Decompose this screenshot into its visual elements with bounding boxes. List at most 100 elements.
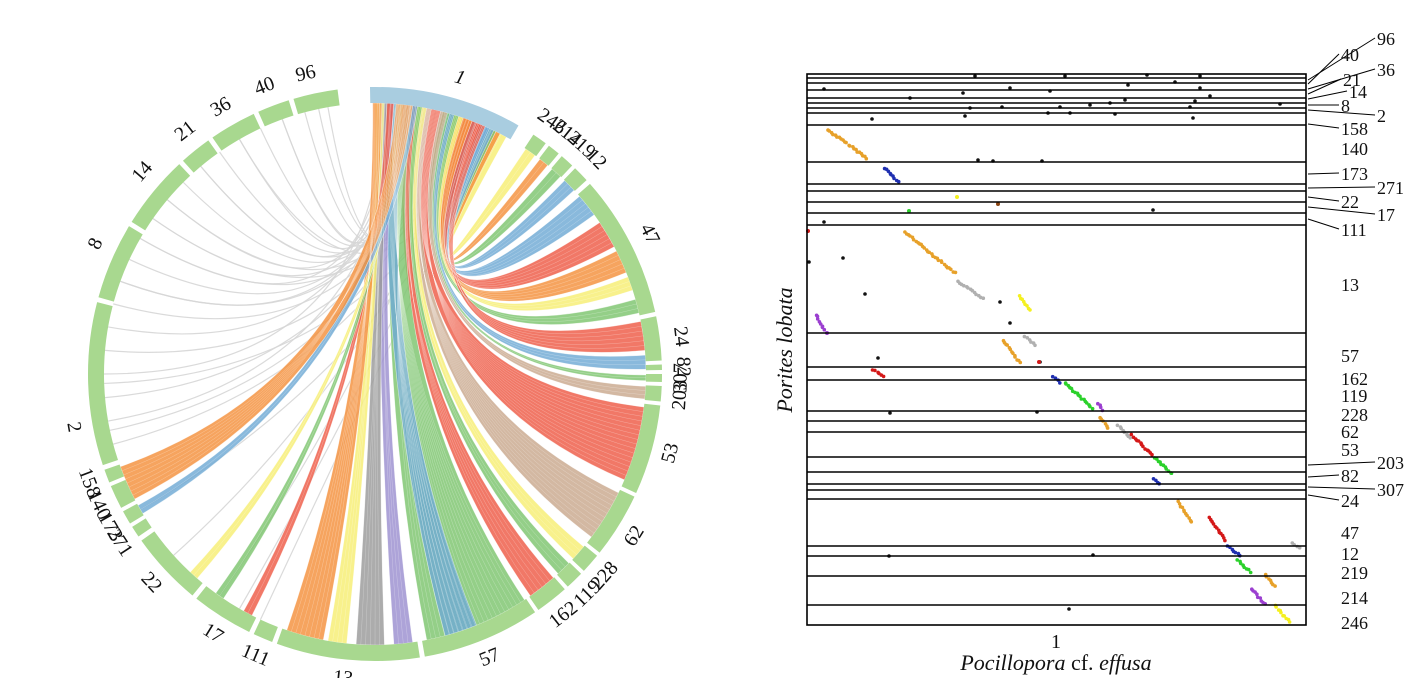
circos-label-24: 24	[669, 325, 693, 348]
circos-ribbon-stripe	[434, 113, 646, 366]
circos-ribbon-stripe	[394, 104, 450, 635]
circos-label-17: 17	[199, 619, 228, 648]
circos-ribbon-stripe	[397, 105, 441, 638]
dot-label-24: 24	[1341, 491, 1359, 511]
circos-ribbon-stripe	[421, 108, 640, 436]
scatter-dot	[973, 74, 977, 78]
circos-ribbon-stripe	[396, 104, 485, 623]
circos-ribbon-stripe	[384, 103, 399, 644]
synteny-dot	[1235, 558, 1239, 562]
synteny-dot	[873, 368, 877, 373]
dot-label-162: 162	[1341, 369, 1368, 389]
label-leader-158	[1307, 123, 1340, 129]
synteny-dot	[1282, 614, 1286, 618]
scatter-dot	[1191, 116, 1195, 120]
circos-ribbon-stripe	[445, 129, 557, 264]
ring-segment-271	[132, 518, 152, 537]
synteny-dot	[1233, 550, 1238, 555]
synteny-dot	[896, 179, 901, 184]
synteny-dot	[1180, 505, 1185, 510]
circos-ribbon-stripe	[446, 127, 569, 267]
circos-label-2: 2	[62, 420, 85, 434]
circos-ribbon-stripe	[295, 103, 380, 634]
scatter-dot	[841, 256, 845, 260]
ring-segment-214	[539, 145, 559, 166]
circos-ribbon-stripe	[341, 103, 378, 644]
synteny-dot	[1115, 423, 1120, 428]
circos-ribbon-stripe	[414, 107, 617, 498]
synteny-dot	[922, 246, 926, 250]
synteny-dot	[1008, 347, 1013, 352]
label-leader-271	[1307, 186, 1376, 189]
circos-ribbon-stripe	[396, 104, 489, 621]
synteny-dot	[974, 292, 978, 297]
dot-label-246: 246	[1341, 613, 1368, 633]
dot-label-17: 17	[1377, 205, 1395, 225]
ring-segment-158	[104, 464, 125, 483]
circos-ribbon-stripe	[397, 105, 437, 639]
scatter-dot	[1037, 360, 1041, 364]
synteny-dot	[1279, 610, 1283, 615]
circos-ribbon-stripe	[407, 106, 535, 594]
synteny-dot	[1050, 374, 1055, 379]
dot-label-36: 36	[1377, 60, 1395, 80]
circos-ribbon-stripe	[447, 128, 572, 269]
synteny-dot	[1258, 596, 1263, 600]
circos-ribbon-stripe	[432, 113, 646, 361]
circos-ribbon-stripe	[418, 108, 644, 412]
circos-ribbon-stripe	[424, 110, 632, 463]
circos-ribbon-stripe	[381, 103, 409, 644]
circos-label-53: 53	[657, 441, 683, 466]
circos-ribbon-stripe	[424, 109, 633, 458]
ring-segment-40	[258, 100, 294, 127]
circos-ribbon-stripe	[436, 115, 639, 322]
scatter-dot	[1193, 99, 1197, 103]
dot-label-96: 96	[1377, 29, 1395, 49]
ring-segment-12	[563, 168, 587, 191]
synteny-dot	[1128, 436, 1132, 440]
scatter-dot	[976, 158, 980, 162]
circos-ribbon-stripe	[397, 105, 445, 636]
ring-segment-22	[141, 531, 203, 596]
circos-ribbon-stripe	[393, 104, 455, 634]
synteny-dot	[1129, 432, 1134, 437]
scatter-dot	[1198, 74, 1202, 78]
ring-segment-17	[196, 586, 257, 632]
circos-ribbon-stripe	[247, 103, 391, 614]
ring-segment-162	[529, 577, 565, 610]
scatter-dot	[876, 356, 880, 360]
synteny-dot	[1013, 355, 1017, 359]
synteny-dot	[1011, 351, 1015, 356]
synteny-dot	[1222, 536, 1226, 540]
synteny-dot	[1255, 592, 1259, 596]
synteny-dot	[1177, 502, 1182, 506]
circos-label-40: 40	[251, 72, 278, 100]
circos-ribbon	[417, 107, 645, 481]
label-leader-82	[1307, 474, 1340, 478]
label-leader-21	[1307, 78, 1342, 95]
synteny-dot	[1164, 467, 1168, 471]
synteny-dot	[1185, 513, 1189, 518]
circos-ribbon-stripe	[438, 116, 632, 309]
synteny-dot	[1189, 520, 1194, 524]
ring-segment-13	[276, 628, 420, 661]
label-leader-22	[1307, 196, 1340, 202]
dot-label-214: 214	[1341, 588, 1368, 608]
ring-segment-82	[645, 364, 662, 371]
synteny-dot	[949, 267, 953, 272]
circos-label-47: 47	[635, 220, 664, 248]
circos-label-111: 111	[238, 640, 273, 671]
synteny-dot	[1058, 381, 1062, 385]
scatter-dot	[998, 300, 1002, 304]
dot-label-53: 53	[1341, 440, 1359, 460]
synteny-dot	[1105, 426, 1110, 430]
ring-segment-21	[182, 140, 218, 173]
circos-ribbon-stripe	[130, 104, 401, 492]
x-tick-label: 1	[1051, 631, 1061, 653]
x-axis-species: effusa	[1099, 650, 1152, 675]
dot-label-21: 21	[1343, 70, 1361, 90]
circos-ribbon-stripe	[360, 103, 388, 645]
circos-ribbon-stripe	[421, 108, 641, 431]
dot-label-158: 158	[1341, 119, 1368, 139]
dot-label-307: 307	[1377, 480, 1404, 500]
